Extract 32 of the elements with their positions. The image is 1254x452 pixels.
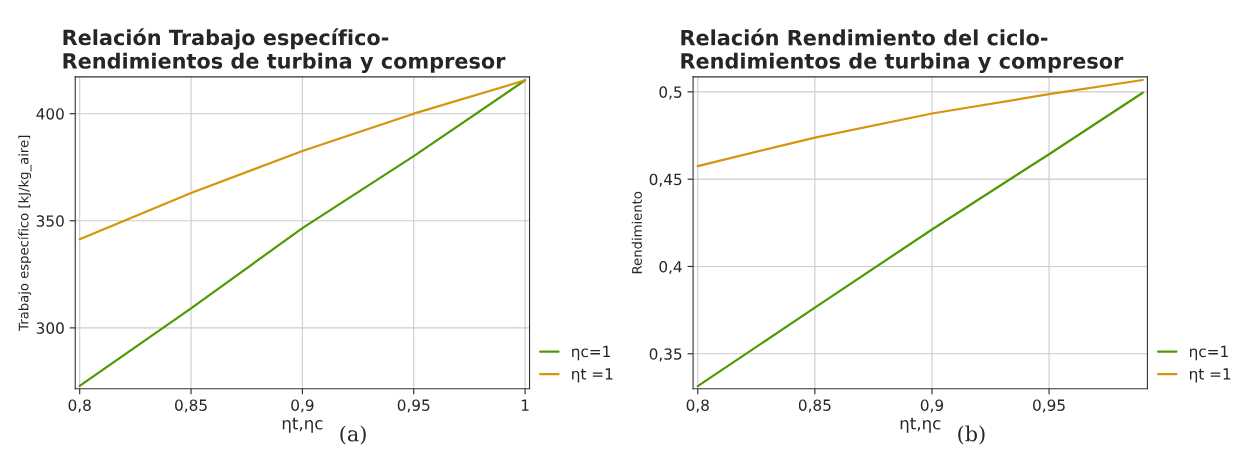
text: (a) — [340, 425, 366, 445]
x-tick-label: 0,95 — [397, 399, 430, 413]
x-tick-label: 0,85 — [798, 399, 831, 413]
line-series — [696, 78, 1144, 168]
y-tick-label: 300 — [36, 322, 64, 334]
x-axis-title: ηt,ηc — [282, 417, 323, 433]
x-tick-label: 1 — [521, 399, 529, 411]
legend-label: ηc=1 — [572, 345, 610, 361]
legend-label: ηt =1 — [1190, 368, 1231, 383]
y-tick-label: 0,5 — [659, 86, 682, 100]
y-axis-title: Rendimiento — [631, 191, 642, 274]
line-series — [78, 79, 527, 241]
x-tick-label: 0,9 — [920, 399, 944, 413]
x-tick-label: 0,95 — [1033, 399, 1065, 413]
y-tick-label: 0,4 — [659, 260, 682, 275]
y-axis-title: Trabajo específico [kJ/kg_aire] — [17, 135, 32, 331]
y-tick-label: 350 — [36, 215, 64, 227]
y-tick-label: 0,35 — [649, 348, 682, 362]
y-tick-label: 400 — [36, 108, 64, 120]
chart-title: Relación Trabajo específico- Rendimientos de turbina y compresor — [63, 28, 506, 73]
text: (b) — [958, 425, 985, 445]
x-tick-label: 0,8 — [686, 399, 709, 413]
line-series — [696, 91, 1144, 388]
line-series — [78, 79, 527, 388]
legend-label: ηt =1 — [572, 368, 613, 383]
x-axis-title: ηt,ηc — [900, 417, 941, 433]
chart-title: Relación Rendimiento del ciclo- Rendimientos de turbina y compresor — [681, 28, 1124, 73]
legend-label: ηc=1 — [1190, 345, 1228, 361]
x-tick-label: 0,8 — [68, 399, 91, 413]
y-tick-label: 0,45 — [649, 173, 682, 187]
x-tick-label: 0,9 — [291, 399, 314, 413]
x-tick-label: 0,85 — [175, 399, 207, 413]
